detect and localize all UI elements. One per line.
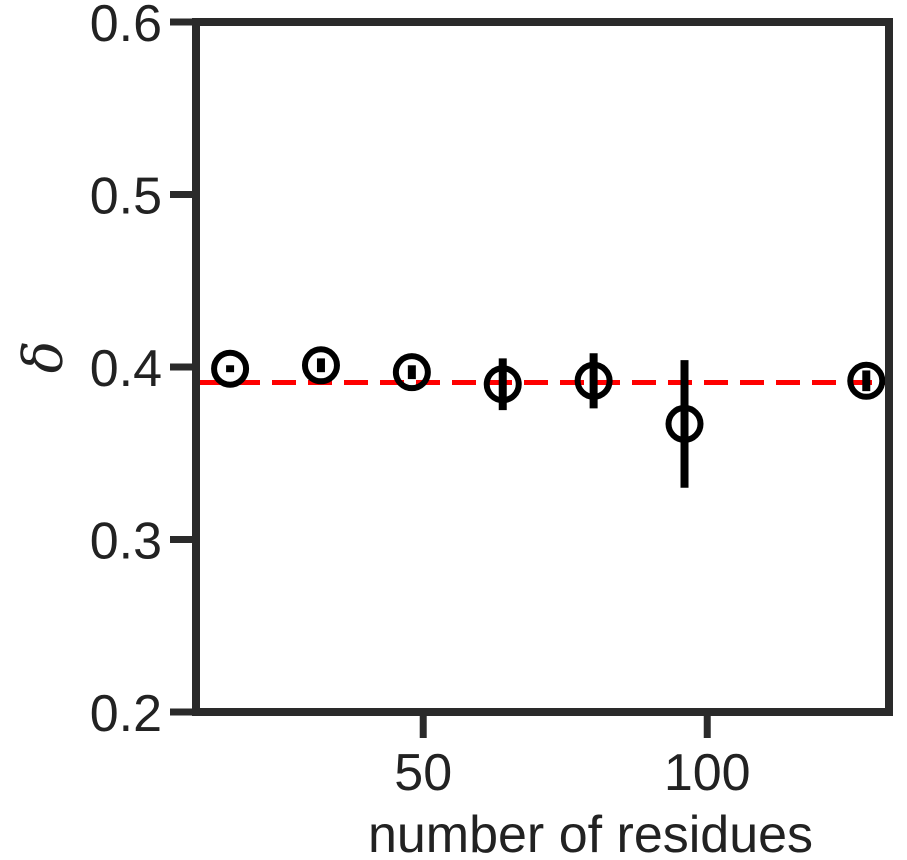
y-tick-label: 0.6 bbox=[90, 0, 162, 53]
data-point bbox=[392, 353, 431, 392]
data-point bbox=[483, 365, 522, 404]
y-tick-label: 0.4 bbox=[90, 340, 162, 398]
x-tick-label: 100 bbox=[664, 744, 751, 802]
data-points bbox=[211, 346, 886, 488]
plot-frame bbox=[192, 18, 893, 716]
y-tick-label: 0.5 bbox=[90, 168, 162, 226]
data-point bbox=[211, 349, 250, 388]
x-tick-label: 50 bbox=[394, 744, 452, 802]
y-axis-ticks: 0.2 0.3 0.4 0.5 0.6 bbox=[90, 0, 196, 743]
y-axis-title: δ bbox=[12, 341, 75, 374]
data-point bbox=[847, 361, 886, 400]
x-axis-title: number of residues bbox=[368, 806, 813, 860]
x-axis-ticks: 50 100 bbox=[394, 712, 751, 802]
y-tick-label: 0.2 bbox=[90, 685, 162, 743]
data-point bbox=[574, 361, 613, 400]
y-tick-label: 0.3 bbox=[90, 513, 162, 571]
data-point bbox=[301, 346, 340, 385]
data-point bbox=[665, 404, 704, 443]
